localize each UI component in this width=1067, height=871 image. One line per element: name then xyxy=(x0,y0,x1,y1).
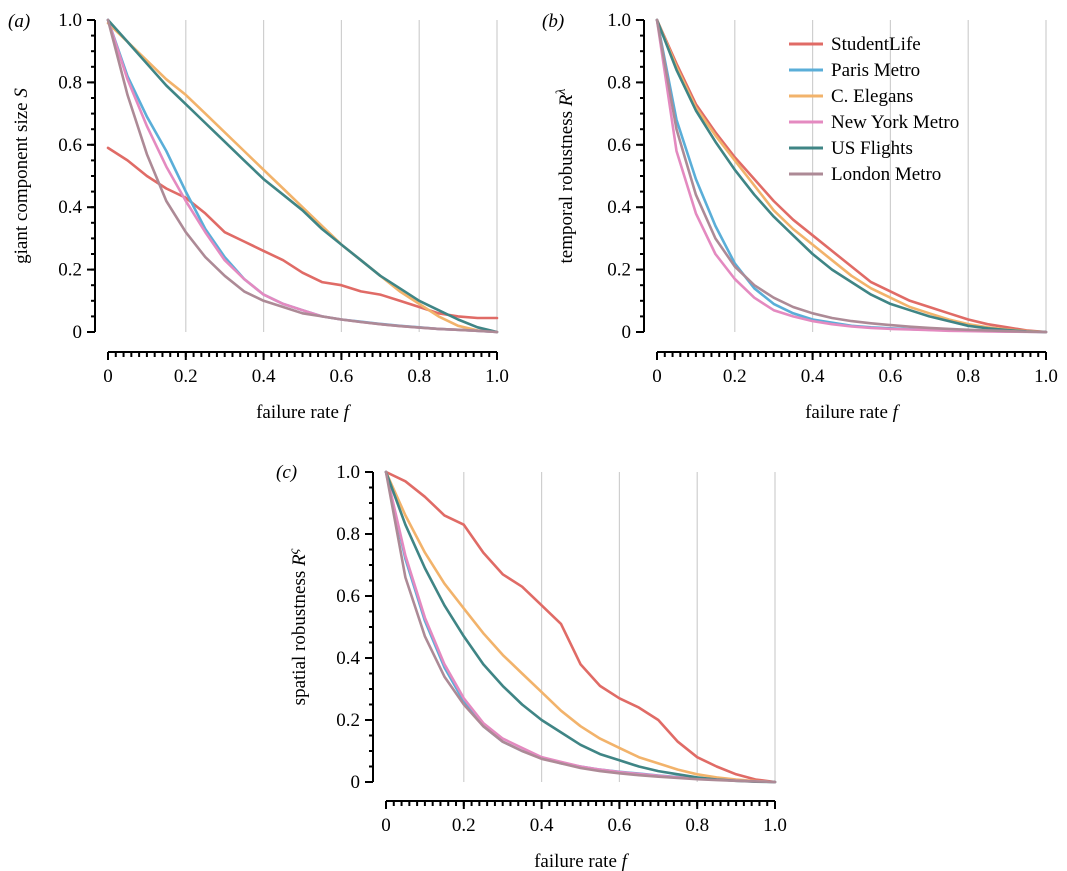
legend-label-studentlife: StudentLife xyxy=(831,34,921,55)
y-axis-title: spatial robustness Rς xyxy=(287,548,311,705)
x-tick-label: 1.0 xyxy=(763,815,787,836)
x-tick-label: 0.4 xyxy=(801,366,825,387)
x-tick-label: 0.6 xyxy=(879,366,903,387)
y-tick-label: 1.0 xyxy=(336,462,360,483)
x-axis-title: failure rate f xyxy=(256,402,352,423)
y-tick-label: 1.0 xyxy=(607,10,631,31)
panel-a: 0 0.2 0.4 0.6 0.8 1.0 0 0.2 0.4 0.6 0.8 1.0 failure … xyxy=(8,10,509,423)
series-line-studentlife xyxy=(384,470,777,784)
y-tick-label: 0.8 xyxy=(607,72,631,93)
x-tick-label: 0.4 xyxy=(530,815,554,836)
series-line-london-metro xyxy=(655,18,1048,334)
legend-label-london-metro: London Metro xyxy=(831,164,941,185)
y-tick-label: 0.2 xyxy=(607,260,631,281)
series-line-new-york-metro xyxy=(384,470,777,784)
y-tick-label: 0.4 xyxy=(336,648,360,669)
series-line-us-flights xyxy=(106,18,499,334)
x-tick-label: 0 xyxy=(652,366,662,387)
x-tick-label: 0.8 xyxy=(956,366,980,387)
panel-letter: (c) xyxy=(276,462,297,483)
x-tick-label: 0.6 xyxy=(608,815,632,836)
y-tick-label: 0.8 xyxy=(58,72,82,93)
y-tick-label: 1.0 xyxy=(58,10,82,31)
y-axis-title: giant component size S xyxy=(11,88,32,264)
series-line-studentlife xyxy=(106,146,499,320)
y-tick-label: 0.6 xyxy=(607,135,631,156)
panel-letter: (a) xyxy=(8,11,30,32)
y-tick-label: 0.8 xyxy=(336,524,360,545)
x-tick-label: 1.0 xyxy=(1034,366,1058,387)
x-tick-label: 0.2 xyxy=(174,366,198,387)
legend: StudentLife Paris Metro C. Elegans New York… xyxy=(789,34,959,185)
x-axis-title: failure rate f xyxy=(805,402,901,423)
x-tick-label: 0.2 xyxy=(452,815,476,836)
legend-label-new-york-metro: New York Metro xyxy=(831,112,959,133)
x-tick-label: 0 xyxy=(103,366,113,387)
x-tick-label: 0.8 xyxy=(407,366,431,387)
series-line-c-elegans xyxy=(106,21,499,334)
x-axis-title: failure rate f xyxy=(534,851,630,871)
x-tick-label: 0.8 xyxy=(685,815,709,836)
panel-letter: (b) xyxy=(542,11,564,32)
x-tick-label: 0 xyxy=(381,815,391,836)
series-line-us-flights xyxy=(655,18,1048,334)
y-tick-label: 0.6 xyxy=(336,586,360,607)
y-tick-label: 0.2 xyxy=(336,710,360,731)
panel-c: 0 0.2 0.4 0.6 0.8 1.0 0 0.2 0.4 0.6 0.8 1.0 failure … xyxy=(276,462,787,871)
y-tick-label: 0 xyxy=(73,322,83,343)
y-tick-label: 0.4 xyxy=(58,197,82,218)
x-tick-label: 0.4 xyxy=(252,366,276,387)
panel-b: 0 0.2 0.4 0.6 0.8 1.0 0 0.2 0.4 0.6 0.8 1.0 failure … xyxy=(542,10,1058,423)
x-tick-label: 0.2 xyxy=(723,366,747,387)
series-line-new-york-metro xyxy=(106,18,499,334)
legend-label-c-elegans: C. Elegans xyxy=(831,86,913,107)
series-line-paris-metro xyxy=(384,470,777,784)
y-tick-label: 0.2 xyxy=(58,260,82,281)
series-line-c-elegans xyxy=(384,470,777,784)
series-line-paris-metro xyxy=(106,18,499,334)
series-line-us-flights xyxy=(384,470,777,784)
y-tick-label: 0 xyxy=(351,772,361,793)
series-line-london-metro xyxy=(106,18,499,334)
legend-label-paris-metro: Paris Metro xyxy=(831,60,920,81)
series-line-london-metro xyxy=(384,470,777,784)
x-tick-label: 1.0 xyxy=(485,366,509,387)
series-line-studentlife xyxy=(655,18,1048,334)
y-axis-title: temporal robustness Rλ xyxy=(554,89,578,264)
x-tick-label: 0.6 xyxy=(330,366,354,387)
y-tick-label: 0 xyxy=(622,322,632,343)
y-tick-label: 0.4 xyxy=(607,197,631,218)
legend-label-us-flights: US Flights xyxy=(831,138,913,159)
y-tick-label: 0.6 xyxy=(58,135,82,156)
